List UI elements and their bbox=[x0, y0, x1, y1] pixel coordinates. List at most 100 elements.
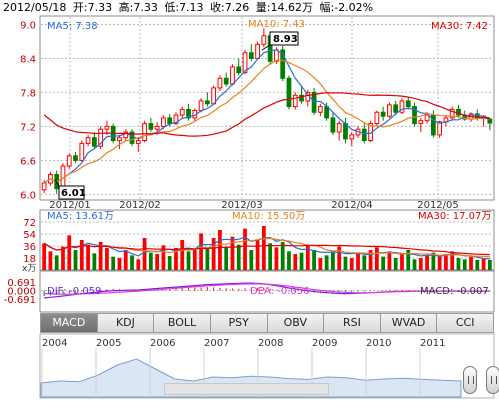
volume-bar bbox=[155, 254, 160, 270]
volume-bar bbox=[48, 251, 53, 270]
candle-body bbox=[437, 121, 443, 136]
volume-bar bbox=[230, 236, 235, 270]
volume-bar bbox=[387, 251, 392, 270]
candle-body bbox=[66, 155, 72, 167]
tab-cci[interactable]: CCI bbox=[437, 313, 494, 333]
volume-bar bbox=[374, 247, 379, 270]
navigator-scroll-thumb[interactable] bbox=[164, 383, 329, 395]
volume-bar bbox=[236, 244, 241, 270]
volume-bar bbox=[224, 246, 229, 270]
volume-bar bbox=[331, 251, 335, 270]
candle-body bbox=[292, 94, 298, 108]
volume-bar bbox=[450, 251, 455, 270]
volume-bar bbox=[475, 260, 480, 270]
volume-bar bbox=[261, 226, 266, 270]
tab-obv[interactable]: OBV bbox=[267, 313, 325, 333]
candle-body bbox=[330, 117, 336, 133]
volume-bar bbox=[431, 252, 436, 270]
candle-body bbox=[274, 49, 279, 62]
tab-boll[interactable]: BOLL bbox=[154, 313, 211, 333]
candle-body bbox=[286, 77, 292, 108]
volume-bar bbox=[437, 256, 442, 270]
volume-bar bbox=[318, 258, 323, 270]
volume-bar bbox=[456, 258, 461, 270]
volume-bar bbox=[337, 246, 342, 270]
quote-open: 7.33 bbox=[88, 1, 113, 14]
volume-bar bbox=[199, 233, 203, 270]
date-tick-label: 2012/03 bbox=[221, 200, 263, 211]
volume-bar bbox=[73, 250, 78, 270]
volume-bars bbox=[42, 226, 492, 270]
candle-body bbox=[117, 137, 122, 142]
volume-bar bbox=[343, 256, 348, 270]
max-price-box bbox=[269, 31, 299, 46]
candle-body bbox=[104, 125, 110, 130]
volume-bar bbox=[368, 250, 373, 270]
navigator-years: 2004 2005 2006 2007 2008 2009 2010 2011 bbox=[41, 338, 445, 397]
candle-body bbox=[280, 49, 286, 79]
legend-dif: DIF: -0.059 bbox=[47, 286, 101, 297]
candle-body bbox=[242, 52, 248, 74]
volume-bar bbox=[356, 254, 360, 270]
price-ma30-line bbox=[43, 92, 490, 137]
volume-bar bbox=[67, 235, 72, 270]
volume-bar bbox=[117, 258, 122, 270]
tab-rsi[interactable]: RSI bbox=[324, 313, 381, 333]
tab-wvad[interactable]: WVAD bbox=[380, 313, 438, 333]
legend-ma5: MA5: 7.38 bbox=[47, 21, 98, 32]
navigator-year-label: 2004 bbox=[42, 338, 67, 349]
volume-bar bbox=[42, 243, 47, 270]
candle-body bbox=[148, 123, 154, 130]
legend-vol-ma10: MA10: 15.50万 bbox=[232, 211, 305, 222]
candle-body bbox=[299, 94, 304, 102]
volume-bar bbox=[205, 248, 210, 270]
candle-body bbox=[487, 118, 493, 124]
indicator-lines bbox=[43, 49, 491, 299]
candle-body bbox=[324, 106, 330, 119]
indicator-tabs: MACD KDJ BOLL PSY OBV RSI WVAD CCI bbox=[40, 313, 494, 333]
volume-bar bbox=[312, 250, 316, 270]
price-ma5-line bbox=[43, 49, 491, 184]
volume-bar bbox=[400, 254, 404, 270]
quote-low: 7.13 bbox=[179, 1, 204, 14]
volume-bar bbox=[111, 256, 116, 270]
volume-bar bbox=[287, 251, 291, 270]
price-tick-label: 9.0 bbox=[20, 20, 36, 31]
min-price-box bbox=[58, 185, 85, 200]
tab-macd[interactable]: MACD bbox=[40, 313, 98, 333]
candle-body bbox=[173, 114, 179, 125]
candle-body bbox=[361, 128, 367, 142]
quote-high: 7.33 bbox=[133, 1, 158, 14]
candle-body bbox=[73, 155, 78, 161]
volume-bar bbox=[123, 250, 128, 270]
navigator-right-handle[interactable] bbox=[486, 366, 499, 394]
grid-lines bbox=[41, 17, 493, 291]
volume-bar bbox=[462, 259, 467, 270]
candle-body bbox=[135, 140, 141, 144]
volume-bar bbox=[142, 238, 147, 270]
volume-ma5-line bbox=[43, 236, 490, 260]
volume-bar bbox=[86, 244, 90, 270]
volume-tick-label: 36 bbox=[23, 242, 36, 253]
volume-bar bbox=[406, 250, 411, 270]
candle-body bbox=[424, 114, 430, 122]
navigator-year-label: 2006 bbox=[150, 338, 175, 349]
macd-tick-label: -0.691 bbox=[4, 295, 36, 306]
candle-body bbox=[399, 100, 405, 113]
navigator-left-handle[interactable] bbox=[463, 366, 477, 394]
tab-psy[interactable]: PSY bbox=[210, 313, 268, 333]
volume-panel bbox=[39, 209, 495, 271]
macd-tick-label: 0.691 bbox=[7, 278, 36, 289]
candle-body bbox=[349, 134, 355, 140]
tab-kdj[interactable]: KDJ bbox=[97, 313, 155, 333]
volume-bar bbox=[218, 230, 222, 270]
legend-ma10: MA10: 7.43 bbox=[248, 19, 305, 30]
candle-body bbox=[79, 142, 85, 161]
volume-bar bbox=[444, 254, 448, 270]
candle-body bbox=[198, 100, 204, 112]
legend-ma30: MA30: 7.42 bbox=[431, 21, 488, 32]
candle-body bbox=[374, 111, 380, 125]
legend-vol-ma30: MA30: 17.07万 bbox=[418, 211, 491, 222]
navigator-year-label: 2010 bbox=[366, 338, 391, 349]
